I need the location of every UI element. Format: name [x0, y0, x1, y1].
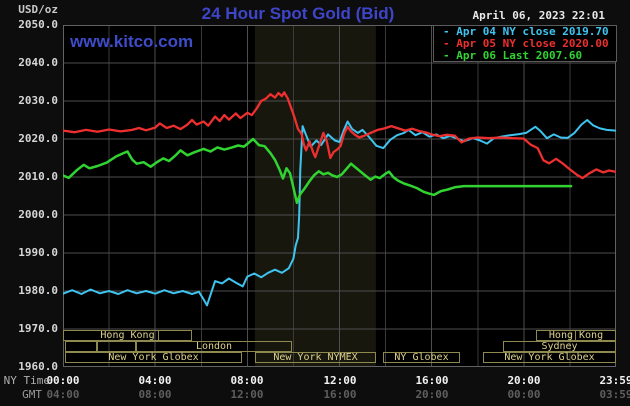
- legend-item-2: - Apr 06 Last 2007.60: [443, 49, 583, 62]
- session-row-1: London Sydney: [0, 341, 630, 352]
- session-divider: [158, 331, 159, 340]
- page-title: 24 Hour Spot Gold (Bid): [201, 4, 395, 23]
- legend-item-0: - Apr 04 NY close 2019.70: [443, 25, 609, 38]
- y-tick-label: 2020.0: [18, 132, 58, 145]
- y-tick-label: 2040.0: [18, 56, 58, 69]
- units-label: USD/oz: [18, 3, 58, 16]
- x-tick-ny: 16:00: [415, 374, 449, 387]
- y-tick-label: 2050.0: [18, 18, 58, 31]
- y-tick-label: 1990.0: [18, 246, 58, 259]
- y-tick-label: 1960.0: [18, 360, 58, 373]
- x-tick-gmt: 16:00: [323, 388, 357, 401]
- x-tick-gmt: 03:59: [599, 388, 630, 401]
- session-box-london: London: [136, 341, 292, 352]
- nymex-session-band: [254, 25, 376, 367]
- session-label: Hong Kong: [100, 330, 155, 341]
- y-tick-label: 1980.0: [18, 284, 58, 297]
- session-box: [65, 341, 97, 352]
- price-plot-svg: [63, 25, 616, 367]
- y-tick-label: 2010.0: [18, 170, 58, 183]
- session-label: New York Globex: [108, 352, 199, 363]
- session-label: Hong Kong: [548, 330, 604, 341]
- legend-box: - Apr 04 NY close 2019.70- Apr 05 NY clo…: [433, 25, 617, 62]
- session-box-sydney: Sydney: [503, 341, 616, 352]
- series-apr06-line: [63, 137, 573, 205]
- session-row-0: Hong Kong Hong Kong: [0, 330, 630, 341]
- x-tick-ny: 08:00: [230, 374, 264, 387]
- session-label: Sydney: [541, 341, 578, 352]
- y-tick-label: 2030.0: [18, 94, 58, 107]
- session-box-hong-kong: Hong Kong: [536, 330, 616, 341]
- session-box-hong-kong: Hong Kong: [63, 330, 192, 341]
- y-tick-label: 1970.0: [18, 322, 58, 335]
- x-tick-ny: 12:00: [323, 374, 357, 387]
- series-apr05-line: [63, 91, 616, 180]
- session-divider: [575, 331, 576, 340]
- x-tick-gmt: 04:00: [46, 388, 80, 401]
- gmt-axis-label: GMT: [22, 388, 42, 401]
- session-label: New York Globex: [504, 352, 595, 363]
- session-label: NY Globex: [394, 352, 449, 363]
- price-plot: [63, 25, 616, 367]
- session-box-ny-globex: NY Globex: [383, 352, 460, 363]
- session-label: London: [195, 341, 233, 352]
- session-box-new-york-nymex: New York NYMEX: [255, 352, 376, 363]
- session-box-new-york-globex: New York Globex: [483, 352, 616, 363]
- session-box-new-york-globex: New York Globex: [65, 352, 242, 363]
- x-tick-gmt: 08:00: [138, 388, 172, 401]
- x-tick-gmt: 20:00: [415, 388, 449, 401]
- series-apr04-line: [63, 119, 616, 307]
- x-tick-ny: 23:59: [599, 374, 630, 387]
- x-tick-ny: 04:00: [138, 374, 172, 387]
- y-tick-label: 2000.0: [18, 208, 58, 221]
- x-tick-ny: 00:00: [46, 374, 80, 387]
- plot-frame: [63, 25, 616, 367]
- session-row-2: New York Globex New York NYMEX NY Globex Ne…: [0, 352, 630, 363]
- kitco-watermark-link[interactable]: www.kitco.com: [70, 32, 194, 51]
- ny-time-axis-label: NY Time: [3, 374, 50, 387]
- session-label: New York NYMEX: [273, 352, 358, 363]
- session-box: [97, 341, 136, 352]
- legend-item-1: - Apr 05 NY close 2020.00: [443, 37, 609, 50]
- chart-datetime: April 06, 2023 22:01: [472, 9, 605, 22]
- x-tick-gmt: 00:00: [507, 388, 541, 401]
- x-tick-gmt: 12:00: [230, 388, 264, 401]
- x-tick-ny: 20:00: [507, 374, 541, 387]
